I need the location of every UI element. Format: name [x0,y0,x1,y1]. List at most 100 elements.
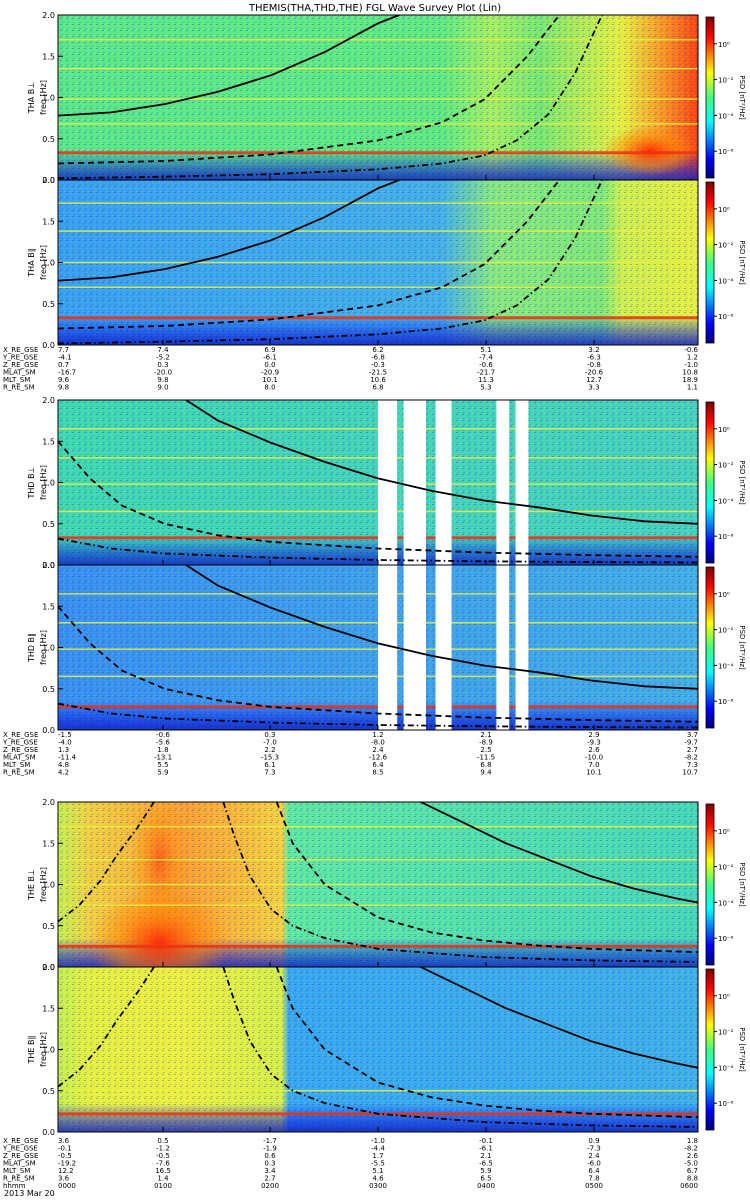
ephemeris-value: -13.1 [154,754,172,762]
y-tick-label: 1.0 [42,881,55,890]
colorbar-tick-label: 10⁻⁴ [718,497,734,505]
ephemeris-value: 10.6 [370,376,386,384]
ephemeris-value: 3.4 [264,1167,276,1175]
ephemeris-value: -7.4 [479,354,493,362]
ephemeris-value: 0300 [369,1182,387,1190]
ephemeris-value: -5.5 [371,1160,385,1168]
ephemeris-row-label: Y_RE_GSE [2,1145,38,1153]
panel-tha-bl: 0.0 0.5 1.0 1.5 2.0 freq [Hz]THA B⊥ 10⁰ 10⁻² 10⁻… [27,11,746,185]
y-tick-label: 2.0 [42,798,55,807]
panel-tha-bpar: 0.0 0.5 1.0 1.5 2.0 freq [Hz]THA B∥ 10⁰ 10⁻² 10⁻… [27,176,746,350]
frequency-curve-dashed [275,802,698,953]
ephemeris-value: 2.9 [588,731,599,739]
colorbar-tick-label: 10⁻⁶ [718,698,734,706]
colorbar-label: PSD [nT²/Hz] [738,240,746,285]
y-tick-label: 2.0 [42,396,55,405]
ephemeris-value: 2.1 [480,731,491,739]
ephemeris-value: 12.2 [58,1167,74,1175]
ephemeris-value: 10.8 [682,369,698,377]
ephemeris-value: -7.3 [587,1145,601,1153]
ephemeris-row-label: Z_RE_GSE [3,746,38,754]
ephemeris-value: 3.6 [58,1137,70,1145]
colorbar-tick-label: 10⁻² [718,242,734,250]
ephemeris-value: 4.2 [58,769,69,777]
ephemeris-value: -12.6 [369,754,388,762]
ephemeris-value: -0.3 [371,361,385,369]
ephemeris-value: 7.8 [588,1175,599,1183]
y-tick-label: 1.5 [42,437,55,446]
y-tick-label: 0.0 [42,341,55,350]
data-gap [378,565,398,730]
ephemeris-value: -4.1 [58,354,72,362]
panel-probe-label: THE B∥ [27,1036,36,1065]
ephemeris-value: 7.7 [58,346,69,354]
colorbar [705,16,715,179]
panel-probe-label: THE B⊥ [27,869,36,901]
ephemeris-value: 4.8 [58,761,69,769]
y-tick-label: 0.5 [42,300,55,309]
panel-thd-bl: 0.0 0.5 1.0 1.5 2.0 freq [Hz]THD B⊥ 10⁰ 10⁻² 10⁻… [27,396,746,570]
y-tick-label: 0.0 [42,963,55,972]
ephemeris-value: -1.9 [263,1145,277,1153]
data-gap [496,400,510,565]
ephemeris-value: 3.6 [58,1175,70,1183]
ephemeris-value: 1.1 [687,384,698,392]
ephemeris-value: 2.6 [687,1152,699,1160]
ephemeris-table: X_RE_GSE 3.6 0.5 -1.7 -1.0 -0.1 0.9 1.8 Y_RE_GSE… [2,1137,699,1190]
ephemeris-value: 0.7 [58,361,69,369]
ephemeris-value: 9.8 [58,384,69,392]
ephemeris-value: 0.5 [157,1137,168,1145]
ephemeris-value: -10.0 [585,754,603,762]
frequency-curve-solid [420,967,698,1069]
ephemeris-value: -4.0 [58,739,72,747]
y-tick-label: 1.5 [42,52,55,61]
ephemeris-row-label: MLAT_SM [3,1160,36,1168]
ephemeris-value: 1.4 [157,1175,169,1183]
panel-probe-label: THD B⊥ [27,466,36,499]
ephemeris-value: 5.1 [372,1167,383,1175]
y-axis-label: freq [Hz] [39,465,48,500]
ephemeris-value: 3.3 [588,384,599,392]
colorbar-tick-label: 10⁻² [718,462,734,470]
data-gap [515,565,529,730]
colorbar-tick-label: 10⁻⁶ [718,313,734,321]
y-tick-label: 0.0 [42,726,55,735]
frequency-curve-dashed [275,967,698,1119]
ephemeris-value: 2.4 [588,1152,600,1160]
ephemeris-value: 9.0 [157,384,168,392]
ephemeris-value: -0.1 [58,1145,72,1153]
data-gap [403,400,426,565]
ephemeris-value: 2.5 [480,746,491,754]
y-tick-label: 2.0 [42,963,55,972]
ephemeris-value: -4.4 [371,1145,385,1153]
ephemeris-value: 0.3 [264,731,275,739]
ephemeris-value: -6.1 [479,1145,493,1153]
y-tick-label: 0.5 [42,1087,55,1096]
ephemeris-value: -16.7 [58,369,76,377]
ephemeris-value: 0000 [58,1182,76,1190]
ephemeris-value: -1.7 [263,1137,277,1145]
ephemeris-value: 7.3 [687,761,698,769]
ephemeris-value: 0500 [585,1182,603,1190]
ephemeris-value: 5.1 [480,346,491,354]
ephemeris-value: -0.5 [58,1152,72,1160]
ephemeris-value: -8.9 [479,739,493,747]
ephemeris-value: 1.7 [372,1152,383,1160]
ephemeris-value: -20.0 [154,369,172,377]
ephemeris-value: 0.3 [264,1160,275,1168]
ephemeris-value: -6.5 [479,1160,493,1168]
ephemeris-value: 6.4 [588,1167,600,1175]
y-tick-label: 1.0 [42,94,55,103]
frequency-curve-dashdot [58,702,698,729]
colorbar-label: PSD [nT²/Hz] [738,75,746,120]
ephemeris-value: 0400 [477,1182,495,1190]
y-tick-label: 0.5 [42,685,55,694]
colorbar [705,181,715,344]
colorbar [705,803,715,966]
colorbar-label: PSD [nT²/Hz] [738,1027,746,1072]
colorbar-tick-label: 10⁻⁶ [718,1100,734,1108]
ephemeris-value: 1.8 [687,1137,698,1145]
ephemeris-value: 5.9 [480,1167,491,1175]
colorbar-tick-label: 10⁻⁴ [718,112,734,120]
